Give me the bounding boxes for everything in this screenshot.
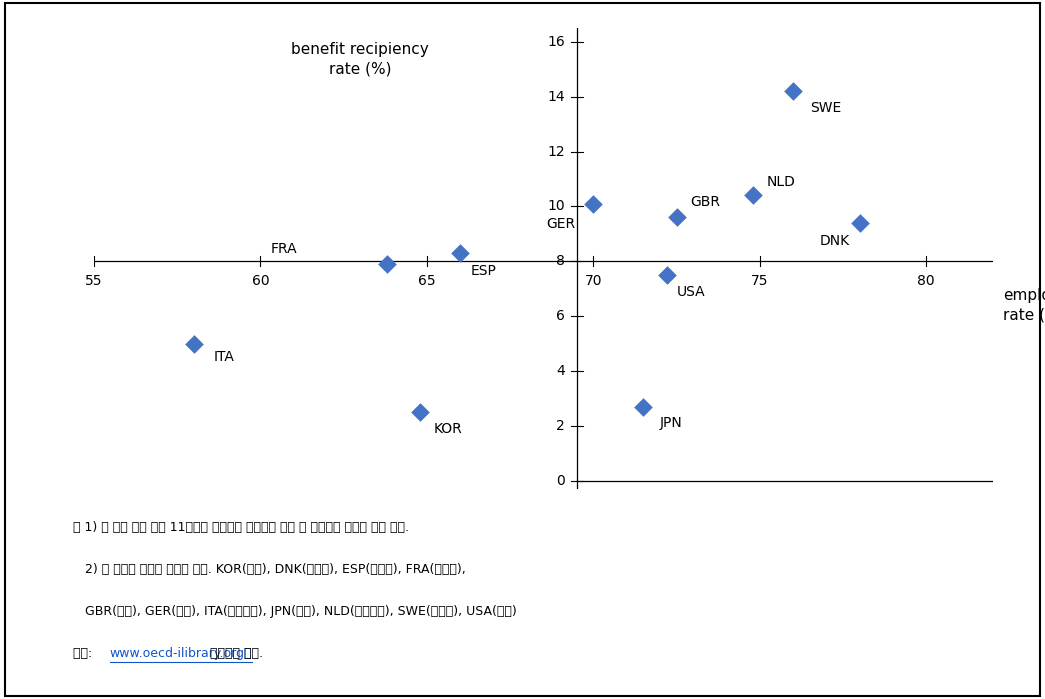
Point [186, 338, 203, 350]
Text: 55: 55 [86, 274, 102, 288]
Text: FRA: FRA [271, 242, 297, 256]
Text: 주 1) 두 축은 비교 대상 11개국의 고용률과 실업관련 급여 및 장애급여 수급률 합의 평균.: 주 1) 두 축은 비교 대상 11개국의 고용률과 실업관련 급여 및 장애급… [73, 521, 410, 534]
Text: 75: 75 [751, 274, 768, 288]
Text: 80: 80 [918, 274, 935, 288]
Point [635, 401, 652, 412]
Text: 이용하여 작성.: 이용하여 작성. [206, 647, 263, 660]
Text: 14: 14 [548, 89, 565, 103]
Text: 0: 0 [556, 474, 565, 488]
Text: GER: GER [547, 217, 576, 231]
Point [585, 198, 602, 209]
Text: USA: USA [676, 284, 705, 298]
Text: 4: 4 [556, 364, 565, 378]
Text: JPN: JPN [659, 417, 682, 431]
Text: NLD: NLD [766, 175, 795, 189]
Text: 자료:: 자료: [73, 647, 96, 660]
Text: 10: 10 [548, 199, 565, 213]
Point [785, 85, 802, 96]
Text: employment
rate (%): employment rate (%) [1003, 288, 1045, 323]
Text: SWE: SWE [810, 101, 841, 115]
Text: 60: 60 [252, 274, 270, 288]
Point [745, 190, 762, 201]
Text: ITA: ITA [214, 350, 235, 364]
Text: 2: 2 [556, 419, 565, 433]
Text: benefit recipiency
rate (%): benefit recipiency rate (%) [292, 42, 429, 76]
Text: www.oecd-ilibrary.org를: www.oecd-ilibrary.org를 [110, 647, 252, 660]
Point [668, 212, 684, 223]
Text: KOR: KOR [434, 422, 462, 436]
Text: GBR(영국), GER(독일), ITA(이탈리아), JPN(일본), NLD(네띄란드), SWE(스웨덴), USA(미국): GBR(영국), GER(독일), ITA(이탈리아), JPN(일본), NL… [73, 605, 517, 618]
Text: 2) 각 나라의 약자는 다음과 같음. KOR(한국), DNK(덴마크), ESP(스페인), FRA(프랑스),: 2) 각 나라의 약자는 다음과 같음. KOR(한국), DNK(덴마크), … [73, 563, 466, 576]
Text: 6: 6 [556, 309, 565, 324]
Text: 8: 8 [556, 254, 565, 268]
Text: DNK: DNK [819, 233, 850, 247]
Point [658, 270, 675, 281]
Point [412, 407, 428, 418]
Point [378, 259, 395, 270]
Text: 16: 16 [548, 35, 565, 49]
Text: ESP: ESP [470, 264, 496, 278]
Text: 65: 65 [418, 274, 436, 288]
Point [852, 217, 868, 229]
Point [451, 247, 468, 259]
Text: 12: 12 [548, 145, 565, 159]
Text: 70: 70 [584, 274, 602, 288]
Text: GBR: GBR [690, 195, 720, 209]
